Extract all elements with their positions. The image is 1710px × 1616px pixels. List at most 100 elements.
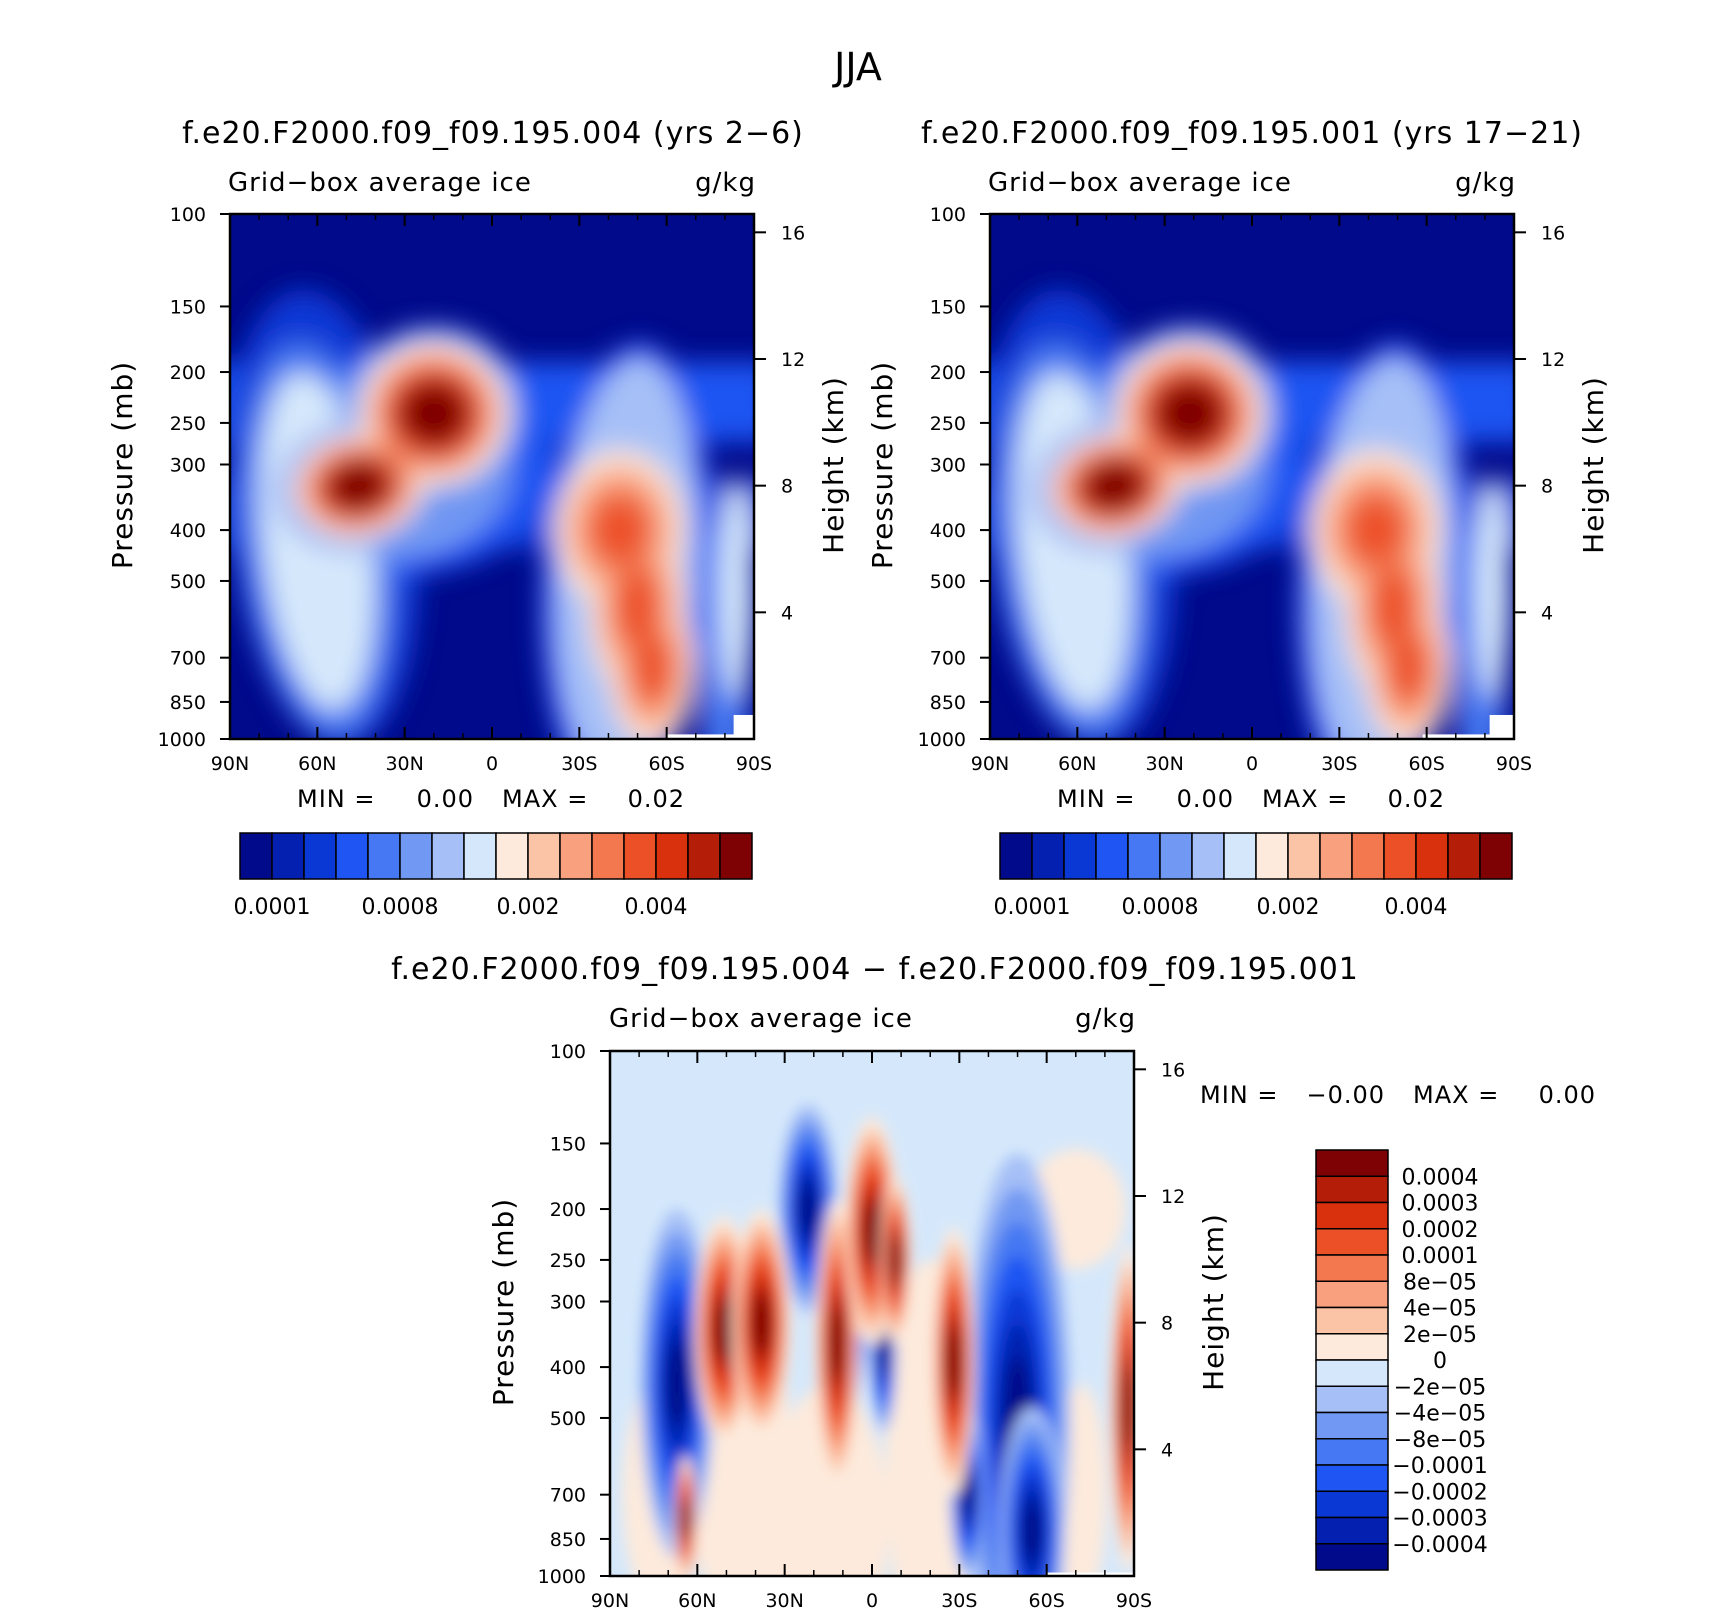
contour-fill	[401, 383, 467, 445]
panel-2-max-value: 0.02	[1388, 785, 1445, 813]
panel-3-units: g/kg	[1075, 1004, 1136, 1034]
x-tick-label: 30S	[941, 1590, 977, 1612]
missing-data	[733, 714, 754, 739]
colorbar-label: −4e−05	[1394, 1402, 1486, 1427]
contour-fill	[1022, 1500, 1042, 1562]
panel-3-subtitle: Grid−box average ice	[609, 1004, 913, 1034]
colorbar-cell	[303, 832, 337, 880]
contour-fill	[635, 637, 669, 698]
contour-fill	[714, 1300, 733, 1360]
colorbar-cell	[1315, 1228, 1389, 1256]
colorbar-cell	[463, 832, 497, 880]
colorbar-cell	[999, 832, 1033, 880]
colorbar-cell	[1159, 832, 1193, 880]
panel-3-min-label: MIN =	[1200, 1081, 1278, 1109]
contour-fill	[799, 1183, 817, 1236]
y-right-tick-label: 8	[781, 476, 793, 498]
colorbar-cell	[1315, 1149, 1389, 1177]
panel-1-max-label: MAX =	[502, 785, 588, 813]
panel-1-ylabel-right: Height (km)	[817, 376, 850, 554]
panel-3-colorbar: 0.00040.00030.00020.00018e−054e−052e−050…	[1315, 1149, 1488, 1571]
contour-fill	[863, 1201, 881, 1261]
colorbar-cell	[1287, 832, 1321, 880]
contour-fill	[1391, 637, 1425, 698]
x-tick-label: 90S	[1116, 1590, 1152, 1612]
colorbar-cell	[1063, 832, 1097, 880]
colorbar-cell	[1191, 832, 1225, 880]
y-right-tick-label: 16	[781, 222, 805, 244]
colorbar-label: −0.0002	[1392, 1480, 1487, 1505]
colorbar-label: 0.002	[497, 895, 560, 920]
contour-fill	[752, 1293, 771, 1353]
y-right-tick-label: 16	[1161, 1059, 1185, 1081]
main-title: JJA	[832, 45, 882, 89]
y-tick-label: 250	[550, 1250, 586, 1272]
y-tick-label: 700	[930, 648, 966, 670]
colorbar-cell	[1315, 1175, 1389, 1204]
y-tick-label: 150	[550, 1133, 586, 1155]
colorbar-label: −0.0001	[1392, 1454, 1487, 1479]
panel-3-max-label: MAX =	[1413, 1081, 1499, 1109]
panel-1-units: g/kg	[695, 168, 756, 198]
y-tick-label: 250	[930, 413, 966, 435]
panel-1-ylabel: Pressure (mb)	[106, 361, 139, 569]
y-tick-label: 850	[930, 692, 966, 714]
contour-fill	[619, 571, 656, 642]
x-tick-label: 90N	[971, 753, 1009, 775]
missing-data	[1046, 1572, 1134, 1576]
panel-1-title: f.e20.F2000.f09_f09.195.004 (yrs 2−6)	[182, 116, 804, 151]
y-right-tick-label: 12	[781, 349, 805, 371]
colorbar-cell	[1315, 1201, 1389, 1230]
panel-2-title: f.e20.F2000.f09_f09.195.001 (yrs 17−21)	[921, 116, 1583, 151]
y-tick-label: 400	[550, 1357, 586, 1379]
contour-fill	[1350, 500, 1402, 561]
panel-3-title: f.e20.F2000.f09_f09.195.004 − f.e20.F200…	[391, 952, 1359, 987]
panel-2-units: g/kg	[1455, 168, 1516, 198]
contour-fill	[666, 1342, 688, 1425]
y-right-tick-label: 12	[1161, 1186, 1185, 1208]
y-tick-label: 1000	[538, 1566, 586, 1588]
y-right-tick-label: 4	[781, 602, 793, 624]
x-tick-label: 30N	[765, 1590, 803, 1612]
contour-fill	[1375, 571, 1412, 642]
y-right-tick-label: 8	[1161, 1313, 1173, 1335]
panel-1: f.e20.F2000.f09_f09.195.004 (yrs 2−6) Gr…	[106, 116, 850, 920]
y-tick-label: 300	[930, 454, 966, 476]
colorbar-cell	[335, 832, 369, 880]
colorbar-cell	[1315, 1333, 1389, 1361]
y-tick-label: 200	[930, 362, 966, 384]
colorbar-cell	[1415, 832, 1449, 880]
panel-3-plot	[610, 1051, 1134, 1576]
y-tick-label: 500	[170, 571, 206, 593]
x-tick-label: 60N	[678, 1590, 716, 1612]
y-tick-label: 300	[170, 454, 206, 476]
colorbar-label: −2e−05	[1394, 1375, 1486, 1400]
contour-fill	[1157, 383, 1223, 445]
panel-1-subtitle: Grid−box average ice	[228, 168, 532, 198]
missing-data	[1489, 714, 1514, 739]
y-tick-label: 150	[170, 296, 206, 318]
y-tick-label: 100	[550, 1041, 586, 1063]
contour-fill	[594, 500, 646, 561]
y-tick-label: 850	[550, 1529, 586, 1551]
colorbar-label: 0.0001	[234, 895, 311, 920]
colorbar-cell	[495, 832, 529, 880]
colorbar-cell	[239, 832, 273, 880]
panel-1-axes: 90N 60N 30N 0 30S 60S 90S 100 150 200 250 300 400 500…	[158, 204, 806, 775]
y-tick-label: 400	[930, 520, 966, 542]
panel-2-subtitle: Grid−box average ice	[988, 168, 1292, 198]
colorbar-cell	[1383, 832, 1417, 880]
x-tick-label: 0	[486, 753, 498, 775]
colorbar-cell	[399, 832, 433, 880]
x-tick-label: 90S	[736, 753, 772, 775]
contour-fill	[749, 1481, 820, 1576]
panel-2-min-label: MIN =	[1057, 785, 1135, 813]
panel-3-ylabel: Pressure (mb)	[487, 1198, 520, 1406]
colorbar-cell	[1031, 832, 1065, 880]
y-tick-label: 100	[170, 204, 206, 226]
colorbar-cell	[1315, 1306, 1389, 1335]
panel-1-colorbar: 0.0001 0.0008 0.002 0.004	[234, 832, 753, 920]
y-tick-label: 500	[930, 571, 966, 593]
x-tick-label: 60S	[1029, 1590, 1065, 1612]
